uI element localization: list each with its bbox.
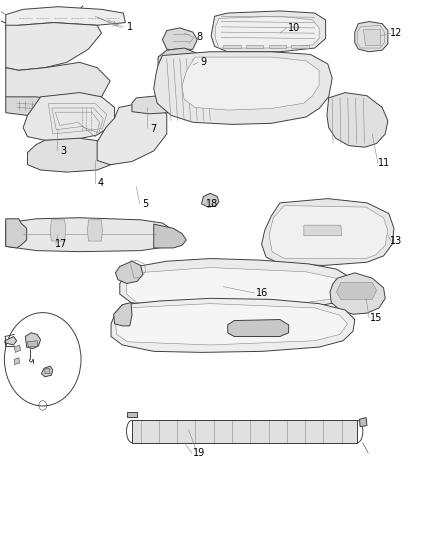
Text: 7: 7 [151,124,157,134]
Polygon shape [158,48,201,78]
Polygon shape [45,368,50,374]
Polygon shape [6,219,27,248]
Polygon shape [116,304,347,345]
Polygon shape [327,93,388,147]
Text: 16: 16 [255,288,268,298]
Polygon shape [50,220,66,241]
Polygon shape [268,45,286,47]
Polygon shape [116,261,143,284]
Polygon shape [42,366,53,377]
Polygon shape [228,319,289,336]
Polygon shape [269,206,388,259]
Polygon shape [182,57,319,110]
Text: 15: 15 [370,313,382,323]
Text: 17: 17 [55,239,67,249]
Polygon shape [28,341,38,347]
Polygon shape [291,45,309,47]
Polygon shape [355,21,388,52]
Polygon shape [14,358,20,365]
Circle shape [343,317,348,322]
Polygon shape [330,273,385,314]
Polygon shape [88,220,102,241]
Polygon shape [261,199,394,265]
Polygon shape [304,225,342,236]
Polygon shape [127,268,343,305]
Polygon shape [14,345,21,352]
Text: 4: 4 [98,177,104,188]
Polygon shape [211,11,325,52]
Text: 12: 12 [390,28,403,38]
Polygon shape [127,412,137,417]
Polygon shape [6,62,110,105]
Polygon shape [120,259,353,310]
Polygon shape [6,217,173,252]
Polygon shape [215,16,319,48]
Text: 13: 13 [390,236,403,246]
Polygon shape [162,28,197,52]
Text: 9: 9 [201,58,207,67]
Polygon shape [97,103,167,165]
Polygon shape [6,22,102,70]
Polygon shape [132,420,357,442]
Circle shape [343,326,349,332]
Polygon shape [154,224,186,248]
Polygon shape [114,303,132,326]
Text: 11: 11 [378,158,391,168]
Text: 1: 1 [127,22,133,32]
Polygon shape [111,298,355,352]
Text: 8: 8 [196,33,202,43]
Polygon shape [223,45,241,47]
Polygon shape [23,93,115,140]
Polygon shape [28,138,119,172]
Polygon shape [360,418,367,426]
Polygon shape [5,336,17,345]
Polygon shape [154,52,332,124]
Polygon shape [132,96,176,114]
Text: 10: 10 [288,23,300,33]
Polygon shape [6,7,125,29]
Polygon shape [336,282,377,300]
Polygon shape [363,29,380,45]
Polygon shape [25,333,41,349]
Text: 5: 5 [142,199,148,209]
Text: 19: 19 [193,448,205,458]
Text: 3: 3 [60,146,66,156]
Text: 18: 18 [206,199,219,209]
Polygon shape [201,193,219,207]
Polygon shape [6,97,62,115]
Polygon shape [246,45,263,47]
